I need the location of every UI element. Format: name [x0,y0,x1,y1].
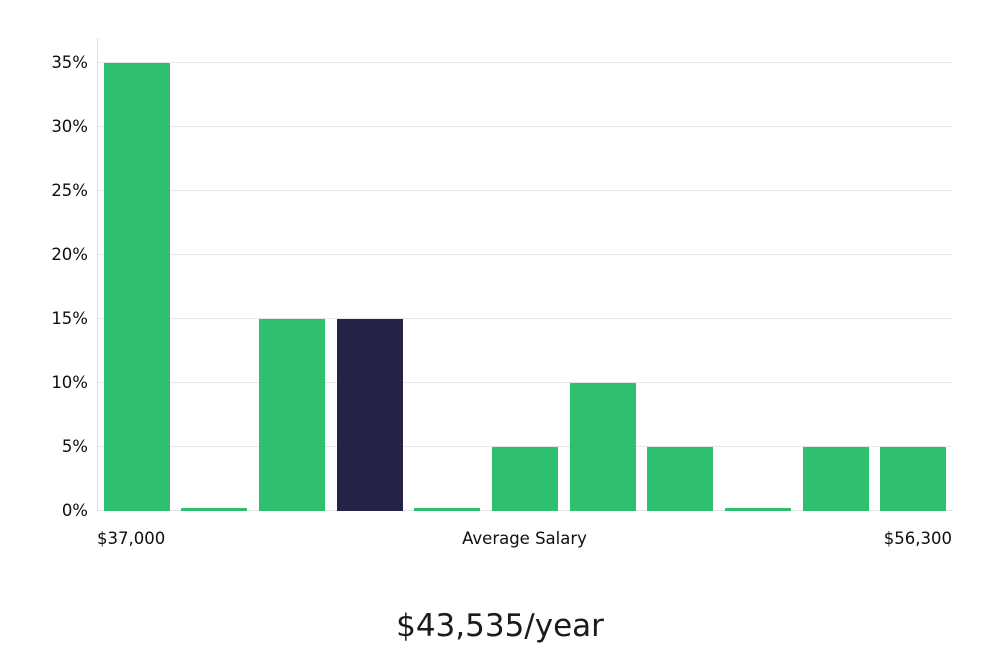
x-axis-labels: $37,000 Average Salary $56,300 [97,529,952,553]
y-tick-label-15pct: 15% [51,309,88,328]
y-tick-label-10pct: 10% [51,373,88,392]
y-tick-label-30pct: 30% [51,117,88,136]
gridline-25pct [98,190,952,191]
y-tick-label-35pct: 35% [51,53,88,72]
bar-salary-bin-9 [802,447,869,511]
x-label-min-salary: $37,000 [97,529,166,548]
y-tick-label-0pct: 0% [61,501,88,520]
bar-slot-3 [331,38,409,511]
bar-slot-1 [176,38,254,511]
bar-salary-bin-8 [724,508,791,511]
gridline-35pct [98,62,952,63]
bar-salary-bin-2 [259,319,326,511]
bar-slot-4 [409,38,487,511]
bar-slot-2 [253,38,331,511]
bar-salary-bin-6 [569,383,636,511]
bar-slot-5 [486,38,564,511]
bar-slot-6 [564,38,642,511]
bar-salary-bin-4 [414,508,481,511]
bar-slot-10 [874,38,952,511]
bars-container [98,38,952,511]
bar-salary-bin-10 [880,447,947,511]
bar-slot-0 [98,38,176,511]
plot-area: 0% 5% 10% 15% 20% 25% 30% 35% [51,38,952,520]
y-tick-label-20pct: 20% [51,245,88,264]
y-tick-label-25pct: 25% [51,181,88,200]
x-label-average-salary: Average Salary [462,529,587,548]
gridline-20pct [98,254,952,255]
gridline-15pct [98,318,952,319]
bar-slot-9 [797,38,875,511]
bar-salary-bin-7 [647,447,714,511]
gridline-5pct [98,446,952,447]
bar-salary-bin-1 [181,508,248,511]
average-salary-title: $43,535/year [396,608,604,644]
gridline-30pct [98,126,952,127]
x-label-max-salary: $56,300 [883,529,952,548]
bar-salary-bin-0 [103,63,170,511]
bar-slot-7 [641,38,719,511]
y-tick-label-5pct: 5% [61,437,88,456]
bar-average-salary-highlight [336,319,403,511]
bar-salary-bin-5 [492,447,559,511]
gridline-10pct [98,382,952,383]
bar-slot-8 [719,38,797,511]
